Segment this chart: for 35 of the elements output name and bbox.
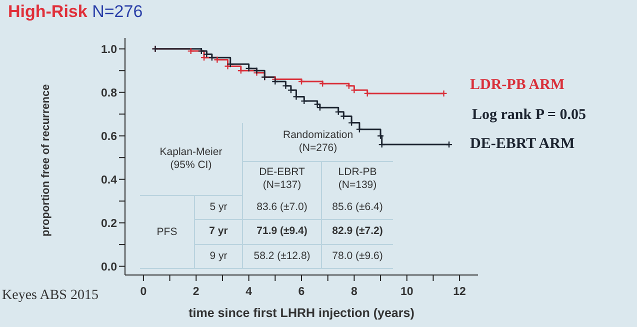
annotation: 71.9 (±9.4) [243,220,322,245]
annotation: 78.0 (±9.6) [322,244,394,269]
annotation: 5 yr [195,196,244,220]
annotation: Randomization (N=276) [282,128,354,156]
chart-subtitle: N=276 [92,2,143,21]
annotation: Log rank P = 0.05 [472,107,586,124]
x-tick-label: 4 [246,286,253,298]
annotation: 58.2 (±12.8) [243,244,322,269]
series-label: DE-EBRT ARM [470,136,575,153]
y-tick-label: 0.4 [101,174,118,186]
annotation: DE-EBRT (N=137) [243,161,322,196]
annotation: 85.6 (±6.4) [322,196,394,220]
y-tick-label: 0.6 [101,130,117,143]
y-axis-title: proportion free of recurrence [40,84,52,236]
annotation: 9 yr [195,244,244,269]
series-label: LDR-PB ARM [470,77,565,94]
x-tick-label: 0 [140,286,147,298]
x-tick-label: 10 [400,286,414,298]
y-tick-label: 1.0 [101,44,117,56]
annotation: 82.9 (±7.2) [322,220,394,245]
annotation: Kaplan-Meier (95% CI) [140,123,244,196]
x-tick-label: 12 [453,286,466,298]
annotation: LDR-PB (N=139) [322,161,394,196]
x-tick-label: 2 [192,286,200,298]
annotation: 7 yr [195,220,244,245]
chart-title: High-Risk [8,2,88,21]
text: Keyes ABS 2015 [2,288,98,304]
x-axis-title: time since first LHRH injection (years) [188,306,414,320]
annotation: PFS [140,196,195,269]
y-tick-label: 0.2 [101,218,117,230]
y-tick-label: 0.8 [101,87,118,100]
x-tick-label: 8 [350,286,358,298]
x-tick-label: 6 [298,286,305,298]
y-tick-label: 0.0 [101,261,117,274]
annotation: 83.6 (±7.0) [243,196,322,220]
